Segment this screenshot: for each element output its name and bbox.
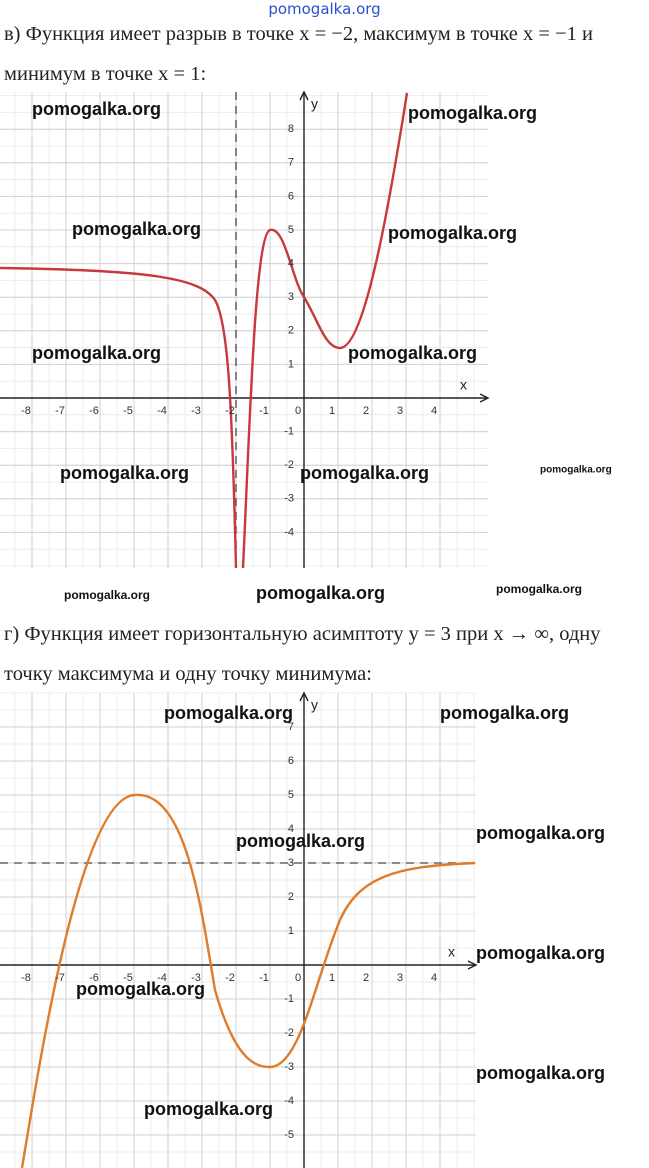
y-tick-label: 4 bbox=[288, 258, 294, 270]
curve-right-branch bbox=[241, 92, 409, 569]
x-tick-label: -4 bbox=[157, 972, 167, 984]
x-tick-label: -1 bbox=[259, 405, 269, 417]
x-tick-label: 1 bbox=[329, 405, 335, 417]
x-tick-label: -6 bbox=[89, 972, 99, 984]
x-tick-label: -2 bbox=[225, 972, 235, 984]
x-tick-label: -8 bbox=[21, 972, 31, 984]
watermark: pomogalka.org bbox=[32, 343, 161, 363]
y-axis-label: y bbox=[311, 96, 318, 112]
y-tick-label: -2 bbox=[284, 1027, 294, 1039]
y-tick-label: -3 bbox=[284, 1061, 294, 1073]
x-axis-label: x bbox=[460, 377, 467, 393]
watermark: pomogalka.org bbox=[348, 343, 477, 363]
site-header: pomogalka.org bbox=[268, 0, 381, 18]
x-tick-label: -4 bbox=[157, 405, 167, 417]
y-tick-label: 6 bbox=[288, 190, 294, 202]
y-tick-label: -4 bbox=[284, 526, 294, 538]
x-tick-label: -5 bbox=[123, 972, 133, 984]
y-tick-label: 1 bbox=[288, 925, 294, 937]
x-tick-label: 4 bbox=[431, 972, 437, 984]
watermark: pomogalka.org bbox=[408, 103, 537, 123]
x-axis-arrow bbox=[479, 393, 490, 403]
y-tick-label: 7 bbox=[288, 157, 294, 169]
y-axis-arrow bbox=[299, 90, 309, 101]
x-tick-label: 3 bbox=[397, 405, 403, 417]
x-tick-label: 0 bbox=[295, 972, 301, 984]
y-tick-label: 8 bbox=[288, 123, 294, 135]
y-tick-label: 5 bbox=[288, 789, 294, 801]
y-tick-label: 7 bbox=[288, 721, 294, 733]
x-tick-label: -5 bbox=[123, 405, 133, 417]
y-tick-label: 3 bbox=[288, 291, 294, 303]
watermark: pomogalka.org bbox=[476, 823, 605, 843]
y-axis-label: y bbox=[311, 697, 318, 713]
y-tick-label: -1 bbox=[284, 993, 294, 1005]
y-tick-label: -5 bbox=[284, 1129, 294, 1141]
watermark: pomogalka.org bbox=[496, 582, 582, 596]
x-tick-label: 0 bbox=[295, 405, 301, 417]
x-axis-arrow bbox=[467, 960, 478, 970]
y-tick-label: 2 bbox=[288, 325, 294, 337]
watermark: pomogalka.org bbox=[32, 99, 161, 119]
watermark: pomogalka.org bbox=[236, 831, 365, 851]
x-tick-label: -8 bbox=[21, 405, 31, 417]
curve-left-branch bbox=[0, 266, 238, 569]
watermark: pomogalka.org bbox=[256, 583, 385, 603]
y-tick-label: 5 bbox=[288, 224, 294, 236]
watermark: pomogalka.org bbox=[440, 703, 569, 723]
curve bbox=[20, 793, 476, 1168]
watermark: pomogalka.org bbox=[76, 979, 205, 999]
x-tick-label: 1 bbox=[329, 972, 335, 984]
x-tick-label: 2 bbox=[363, 972, 369, 984]
y-tick-label: -2 bbox=[284, 459, 294, 471]
watermark: pomogalka.org bbox=[64, 588, 150, 602]
problem-text: г) Функция имеет горизонтальную асимптот… bbox=[4, 623, 601, 685]
y-tick-label: 2 bbox=[288, 891, 294, 903]
x-tick-label: -7 bbox=[55, 972, 65, 984]
x-tick-label: -6 bbox=[89, 405, 99, 417]
x-tick-label: 2 bbox=[363, 405, 369, 417]
y-tick-label: -3 bbox=[284, 493, 294, 505]
x-tick-label: 3 bbox=[397, 972, 403, 984]
x-axis-label: x bbox=[448, 944, 455, 960]
watermark: pomogalka.org bbox=[388, 223, 517, 243]
watermark: pomogalka.org bbox=[300, 463, 429, 483]
y-tick-label: -4 bbox=[284, 1095, 294, 1107]
x-tick-label: -1 bbox=[259, 972, 269, 984]
x-tick-label: -3 bbox=[191, 405, 201, 417]
x-tick-label: -7 bbox=[55, 405, 65, 417]
y-tick-label: 4 bbox=[288, 823, 294, 835]
problem-text: в) Функция имеет разрыв в точке x = −2, … bbox=[4, 23, 593, 85]
watermark: pomogalka.org bbox=[144, 1099, 273, 1119]
x-tick-label: -2 bbox=[225, 405, 235, 417]
y-tick-label: 3 bbox=[288, 857, 294, 869]
watermark: pomogalka.org bbox=[72, 219, 201, 239]
x-tick-label: -3 bbox=[191, 972, 201, 984]
y-tick-label: -1 bbox=[284, 426, 294, 438]
y-tick-label: 1 bbox=[288, 358, 294, 370]
x-tick-label: 4 bbox=[431, 405, 437, 417]
watermark: pomogalka.org bbox=[60, 463, 189, 483]
watermark: pomogalka.org bbox=[476, 1063, 605, 1083]
watermark: pomogalka.org bbox=[540, 465, 612, 476]
y-tick-label: 6 bbox=[288, 755, 294, 767]
y-axis-arrow bbox=[299, 691, 309, 702]
watermark: pomogalka.org bbox=[476, 943, 605, 963]
watermark: pomogalka.org bbox=[164, 703, 293, 723]
